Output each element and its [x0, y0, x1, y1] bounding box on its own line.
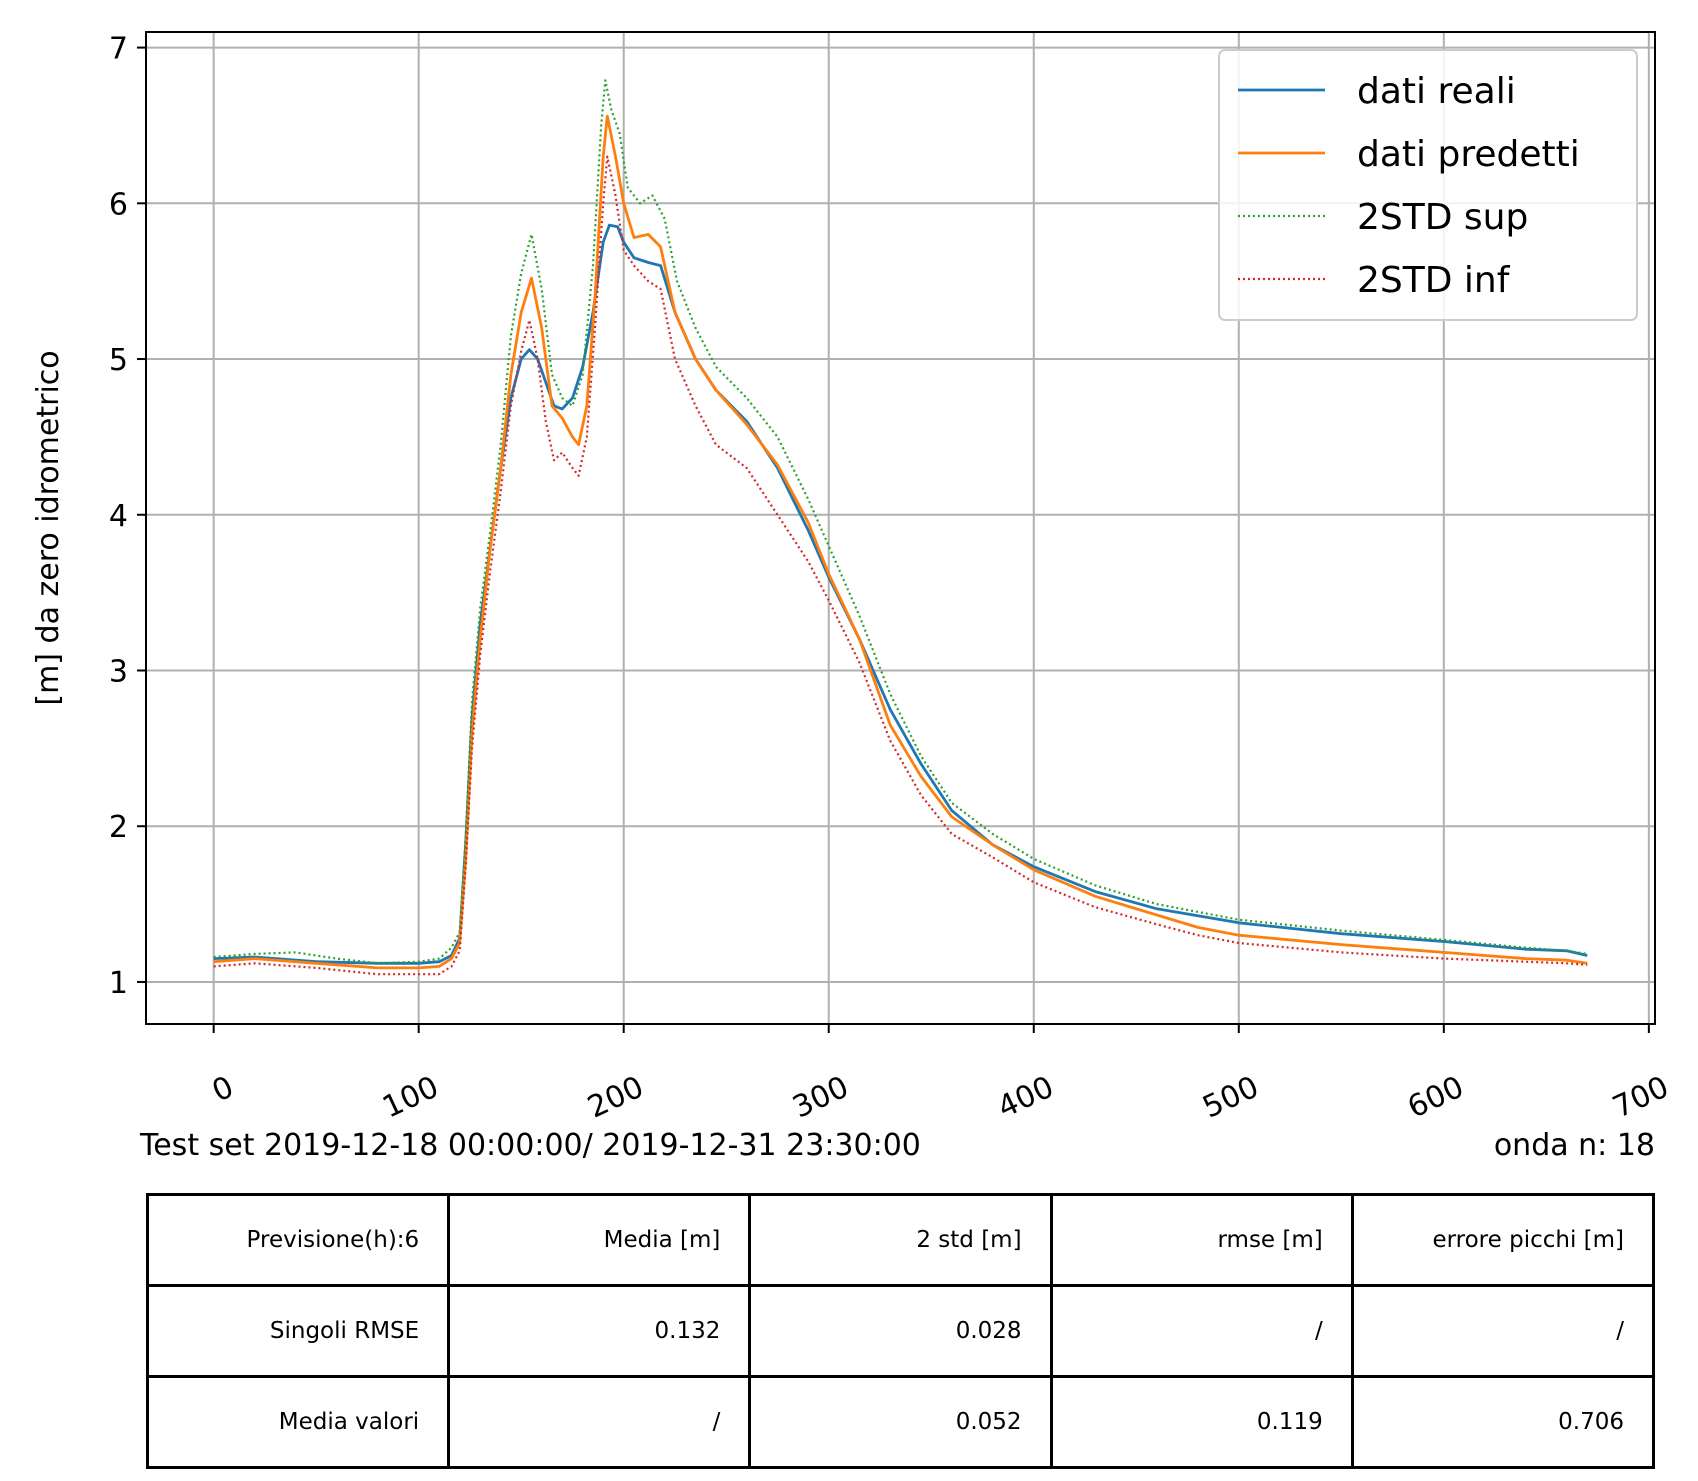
legend-entry-label: dati predetti [1357, 134, 1580, 175]
table-cell: 0.052 [748, 1375, 1053, 1469]
table-cell: Previsione(h):6 [145, 1193, 451, 1287]
y-tick-label: 1 [109, 966, 128, 1001]
legend-box [1218, 49, 1638, 321]
table-cell: Singoli RMSE [145, 1284, 451, 1378]
wave-number-caption: onda n: 18 [1493, 1128, 1655, 1163]
table-cell: 0.132 [447, 1284, 752, 1378]
series-line-2std-inf [213, 155, 1588, 976]
line-chart: 0 100 200 300 400 500 600 700 1 2 3 4 5 6 7 [m] da zer… [31, 31, 1675, 1126]
y-tick-label: 5 [109, 343, 128, 378]
y-tick-label: 4 [109, 499, 128, 534]
y-tick-label: 6 [109, 187, 128, 222]
table-cell: Media valori [145, 1375, 451, 1469]
x-tick-label: 700 [1608, 1070, 1675, 1126]
table-row: Singoli RMSE 0.132 0.028 / / [145, 1284, 1656, 1378]
table-cell: 0.028 [748, 1284, 1053, 1378]
table-cell: 0.706 [1350, 1375, 1656, 1469]
table-cell: / [447, 1375, 752, 1469]
table-cell: Media [m] [447, 1193, 752, 1287]
y-tick-label: 7 [109, 32, 128, 67]
stats-table: Previsione(h):6 Media [m] 2 std [m] rmse… [145, 1193, 1656, 1469]
x-tick-label: 100 [377, 1070, 444, 1126]
series-line-dati-reali [213, 223, 1588, 965]
x-tick-label: 200 [582, 1070, 649, 1126]
plot-frame [145, 31, 1656, 1025]
legend-entry-label: dati reali [1357, 71, 1516, 112]
table-cell: 2 std [m] [748, 1193, 1053, 1287]
y-tick-label: 2 [109, 810, 128, 845]
table-cell: / [1350, 1284, 1656, 1378]
legend-entry-label: 2STD inf [1357, 260, 1511, 301]
legend: dati reali dati predetti 2STD sup 2STD inf [1218, 49, 1638, 321]
x-tick-label: 300 [787, 1070, 854, 1126]
table-cell: errore picchi [m] [1350, 1193, 1656, 1287]
legend-entry-label: 2STD sup [1357, 197, 1528, 238]
y-tick-label: 3 [109, 654, 128, 689]
x-tick-label: 0 [207, 1070, 239, 1110]
table-cell: rmse [m] [1049, 1193, 1354, 1287]
x-tick-label: 600 [1403, 1070, 1470, 1126]
x-tick-label: 400 [992, 1070, 1059, 1126]
series-group [213, 79, 1588, 976]
series-line-dati-predetti [213, 114, 1588, 970]
test-set-caption: Test set 2019-12-18 00:00:00/ 2019-12-31… [140, 1128, 921, 1163]
table-cell: / [1049, 1284, 1354, 1378]
table-row: Media valori / 0.052 0.119 0.706 [145, 1375, 1656, 1469]
x-tick-label: 500 [1197, 1070, 1264, 1126]
table-row: Previsione(h):6 Media [m] 2 std [m] rmse… [145, 1193, 1656, 1287]
table-cell: 0.119 [1049, 1375, 1354, 1469]
y-axis-label: [m] da zero idrometrico [31, 350, 66, 705]
